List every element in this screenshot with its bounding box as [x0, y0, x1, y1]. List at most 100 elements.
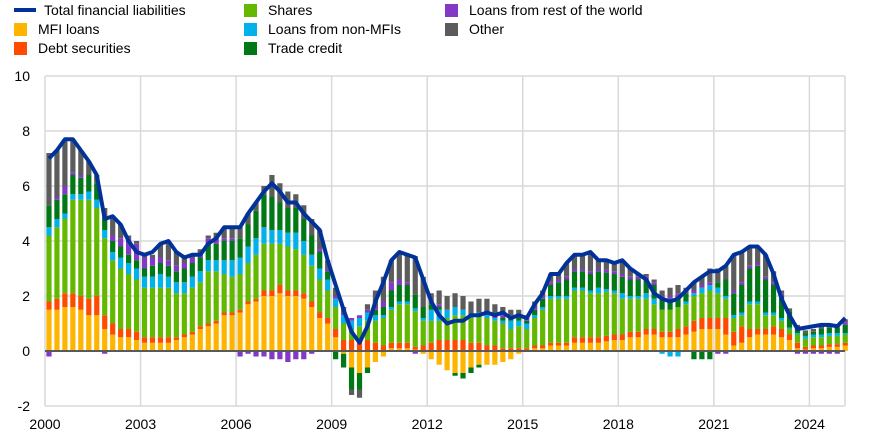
bar-segment — [476, 298, 482, 313]
legend-swatch — [14, 41, 27, 55]
y-tick-label: -2 — [18, 398, 31, 414]
legend-swatch — [14, 22, 27, 36]
bar-segment — [356, 340, 363, 351]
bar-segment — [802, 333, 809, 336]
bar-segment — [492, 320, 498, 346]
bar-segment — [763, 312, 769, 316]
bar-segment — [78, 194, 84, 200]
bar-segment — [221, 315, 227, 351]
bar-segment — [540, 309, 546, 346]
bar-segment — [229, 276, 235, 313]
bar-segment — [237, 312, 243, 351]
bar-segment — [659, 351, 665, 354]
bar-segment — [277, 230, 283, 244]
bar-segment — [54, 199, 60, 219]
bar-segment — [818, 345, 824, 349]
bar-segment — [802, 346, 809, 350]
x-tick-label: 2003 — [125, 416, 156, 432]
bar-segment — [508, 329, 514, 349]
bar-segment — [516, 320, 522, 327]
bar-segment — [555, 345, 562, 351]
bar-segment — [157, 243, 164, 258]
bar-segment — [452, 373, 458, 376]
bar-segment — [253, 298, 259, 302]
bar-segment — [794, 333, 801, 335]
bar-segment — [54, 309, 60, 351]
bar-segment — [492, 351, 498, 365]
bar-segment — [253, 202, 259, 211]
bar-segment — [500, 348, 506, 351]
bar-segment — [133, 260, 140, 269]
bar-segment — [675, 296, 681, 307]
bar-segment — [579, 268, 586, 272]
bar-segment — [794, 334, 801, 343]
bar-segment — [380, 315, 387, 318]
bar-segment — [571, 290, 578, 338]
bar-segment — [221, 274, 227, 313]
bar-segment — [333, 287, 339, 296]
bar-segment — [213, 323, 219, 351]
bar-segment — [197, 271, 203, 283]
bar-segment — [94, 199, 100, 208]
bar-segment — [70, 307, 76, 351]
bar-segment — [157, 337, 164, 343]
bar-segment — [261, 296, 267, 351]
bar-segment — [810, 345, 816, 349]
bar-segment — [555, 279, 562, 283]
bar-segment — [325, 279, 331, 291]
bar-segment — [181, 334, 187, 338]
bar-segment — [755, 246, 761, 263]
bar-segment — [707, 329, 713, 351]
bar-segment — [213, 271, 219, 321]
bar-segment — [659, 309, 665, 332]
bar-segment — [643, 293, 649, 299]
bar-segment — [141, 342, 148, 351]
bar-segment — [508, 351, 514, 360]
bar-segment — [356, 389, 363, 398]
bar-segment — [229, 312, 235, 316]
bar-segment — [476, 315, 482, 343]
bar-segment — [834, 346, 840, 351]
bar-segment — [126, 274, 132, 329]
bar-segment — [285, 246, 291, 291]
bar-segment — [428, 304, 434, 310]
bar-segment — [348, 351, 355, 368]
bar-segment — [181, 263, 187, 269]
bar-segment — [301, 351, 307, 360]
bar-segment — [54, 227, 60, 299]
bar-segment — [571, 254, 578, 269]
bar-segment — [667, 296, 673, 299]
bar-segment — [755, 329, 761, 335]
bar-segment — [412, 308, 418, 312]
bar-segment — [802, 330, 809, 334]
bar-segment — [755, 263, 761, 266]
bar-segment — [818, 337, 824, 346]
bar-segment — [834, 344, 840, 347]
x-tick-label: 2006 — [221, 416, 252, 432]
bar-segment — [635, 296, 641, 299]
x-tick-label: 2021 — [698, 416, 729, 432]
y-tick-label: 8 — [22, 123, 30, 139]
bar-segment — [460, 309, 466, 316]
bar-segment — [388, 348, 394, 351]
bar-segment — [627, 279, 633, 296]
bar-segment — [476, 364, 482, 368]
bar-segment — [810, 337, 816, 346]
bar-segment — [500, 320, 506, 324]
bar-segment — [595, 342, 601, 351]
bar-segment — [205, 235, 211, 239]
bar-segment — [245, 263, 251, 302]
bar-segment — [516, 318, 522, 321]
bar-segment — [500, 315, 506, 318]
bar-segment — [245, 304, 251, 351]
bar-segment — [62, 139, 68, 186]
bar-segment — [603, 291, 609, 336]
legend-item-debt: Debt securities — [14, 40, 131, 56]
bar-segment — [627, 331, 633, 338]
bar-segment — [675, 285, 681, 294]
bar-segment — [563, 263, 570, 277]
bar-segment — [834, 351, 840, 354]
bar-segment — [317, 268, 323, 280]
bar-segment — [181, 268, 187, 283]
bar-segment — [476, 351, 482, 365]
